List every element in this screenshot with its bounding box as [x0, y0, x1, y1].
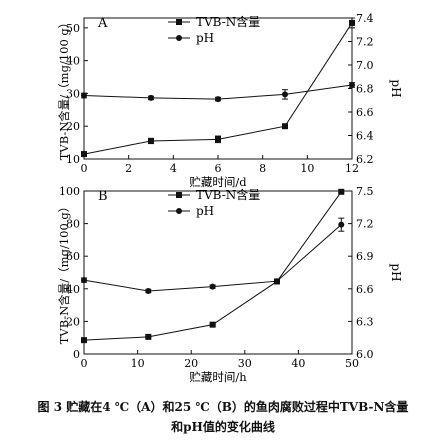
chart-panel-b: 0 10 20 30 40 50 0 20 40 60 80 100 6.0 6.3 6.6 6.9 7.2 7.…	[57, 185, 403, 384]
legend-square-marker	[176, 19, 182, 25]
x-tick-label: 8	[259, 162, 266, 175]
data-point-tvbn	[338, 188, 345, 195]
y2-tick-label: 6.4	[356, 130, 374, 143]
y-tick-label: 40	[66, 55, 80, 68]
y2-tick-label: 6.2	[356, 153, 374, 166]
data-point-ph	[273, 278, 280, 285]
y2-tick-label: 6.6	[356, 106, 374, 119]
data-point-ph	[81, 277, 87, 284]
series-line-tvbn	[83, 22, 353, 155]
y-tick-label: 50	[66, 22, 80, 35]
data-point-ph	[349, 81, 355, 88]
legend-circle-marker	[176, 35, 182, 41]
y-tick-label: 30	[66, 87, 80, 100]
y2-tick-label: 7.0	[356, 59, 374, 72]
legend-circle-marker	[176, 208, 182, 214]
data-point-tvbn	[145, 333, 152, 340]
data-point-ph	[148, 94, 154, 101]
plot-frame	[83, 190, 353, 355]
y-tick-label: 100	[59, 185, 80, 198]
x-tick-label: 12	[345, 162, 359, 175]
series-line-ph	[83, 224, 342, 292]
x-axis-label: 贮藏时间/d	[189, 175, 247, 189]
y-tick-label: 20	[66, 120, 80, 133]
y-axis-label: TVB-N含量/（mg/100 g）	[57, 17, 71, 161]
data-point-ph	[338, 221, 345, 228]
y-tick-label: 20	[66, 315, 80, 328]
panel-label: A	[97, 16, 108, 31]
data-point-tvbn	[282, 123, 288, 130]
x-tick-label: 50	[345, 357, 359, 370]
x-tick-label: 10	[131, 357, 145, 370]
legend-label: pH	[196, 204, 214, 218]
y2-tick-label: 7.2	[356, 36, 374, 49]
data-point-tvbn	[215, 136, 221, 143]
y2-tick-label: 7.5	[356, 185, 374, 198]
x-tick-label: 0	[81, 357, 88, 370]
legend-label: TVB-N含量	[196, 14, 260, 29]
y2-tick-label: 6.6	[356, 283, 374, 296]
legend-square-marker	[176, 192, 182, 198]
data-point-ph	[215, 96, 221, 103]
data-point-ph	[282, 91, 288, 98]
x-tick-label: 30	[238, 357, 252, 370]
y2-tick-label: 7.2	[356, 218, 374, 231]
data-point-tvbn	[349, 19, 355, 26]
y-axis-label: TVB-N含量/（mg/100 g）	[57, 201, 71, 345]
y-tick-label: 10	[66, 153, 80, 166]
legend-label: TVB-N含量	[196, 187, 260, 202]
y2-tick-label: 7.4	[356, 12, 374, 25]
x-tick-label: 20	[184, 357, 198, 370]
x-tick-label: 6	[215, 162, 222, 175]
data-point-tvbn	[81, 151, 87, 158]
y-tick-label: 0	[73, 348, 80, 361]
y-tick-label: 40	[66, 283, 80, 296]
y2-axis-label: pH	[389, 263, 403, 281]
x-tick-label: 4	[170, 162, 177, 175]
data-point-ph	[81, 92, 87, 99]
chart-panel-a: 0 2 4 6 8 10 12 10 20 30 40 50 6.2 6.4 6.6 6.8 7.0 7.2 7.4…	[57, 12, 403, 189]
figure-caption-line2: 和pH值的变化曲线	[171, 420, 275, 434]
y2-tick-label: 6.0	[356, 348, 374, 361]
x-axis-label: 贮藏时间/h	[189, 370, 247, 384]
y2-axis-label: pH	[389, 79, 403, 97]
y-tick-label: 80	[66, 218, 80, 231]
figure-caption-line1: 图 3 贮藏在4 ℃（A）和25 ℃（B）的鱼肉腐败过程中TVB-N含量	[37, 400, 409, 414]
panel-label: B	[98, 189, 108, 204]
data-point-ph	[145, 287, 152, 294]
x-tick-label: 10	[300, 162, 314, 175]
data-point-tvbn	[209, 321, 216, 328]
x-tick-label: 2	[125, 162, 132, 175]
y2-tick-label: 6.3	[356, 315, 374, 328]
data-point-ph	[209, 283, 216, 290]
legend-label: pH	[196, 31, 214, 45]
y-tick-label: 60	[66, 250, 80, 263]
x-tick-label: 40	[291, 357, 305, 370]
data-point-tvbn	[148, 137, 154, 144]
y2-tick-label: 6.9	[356, 250, 374, 263]
y2-tick-label: 6.8	[356, 83, 374, 96]
data-point-tvbn	[81, 337, 87, 344]
x-tick-label: 0	[81, 162, 88, 175]
